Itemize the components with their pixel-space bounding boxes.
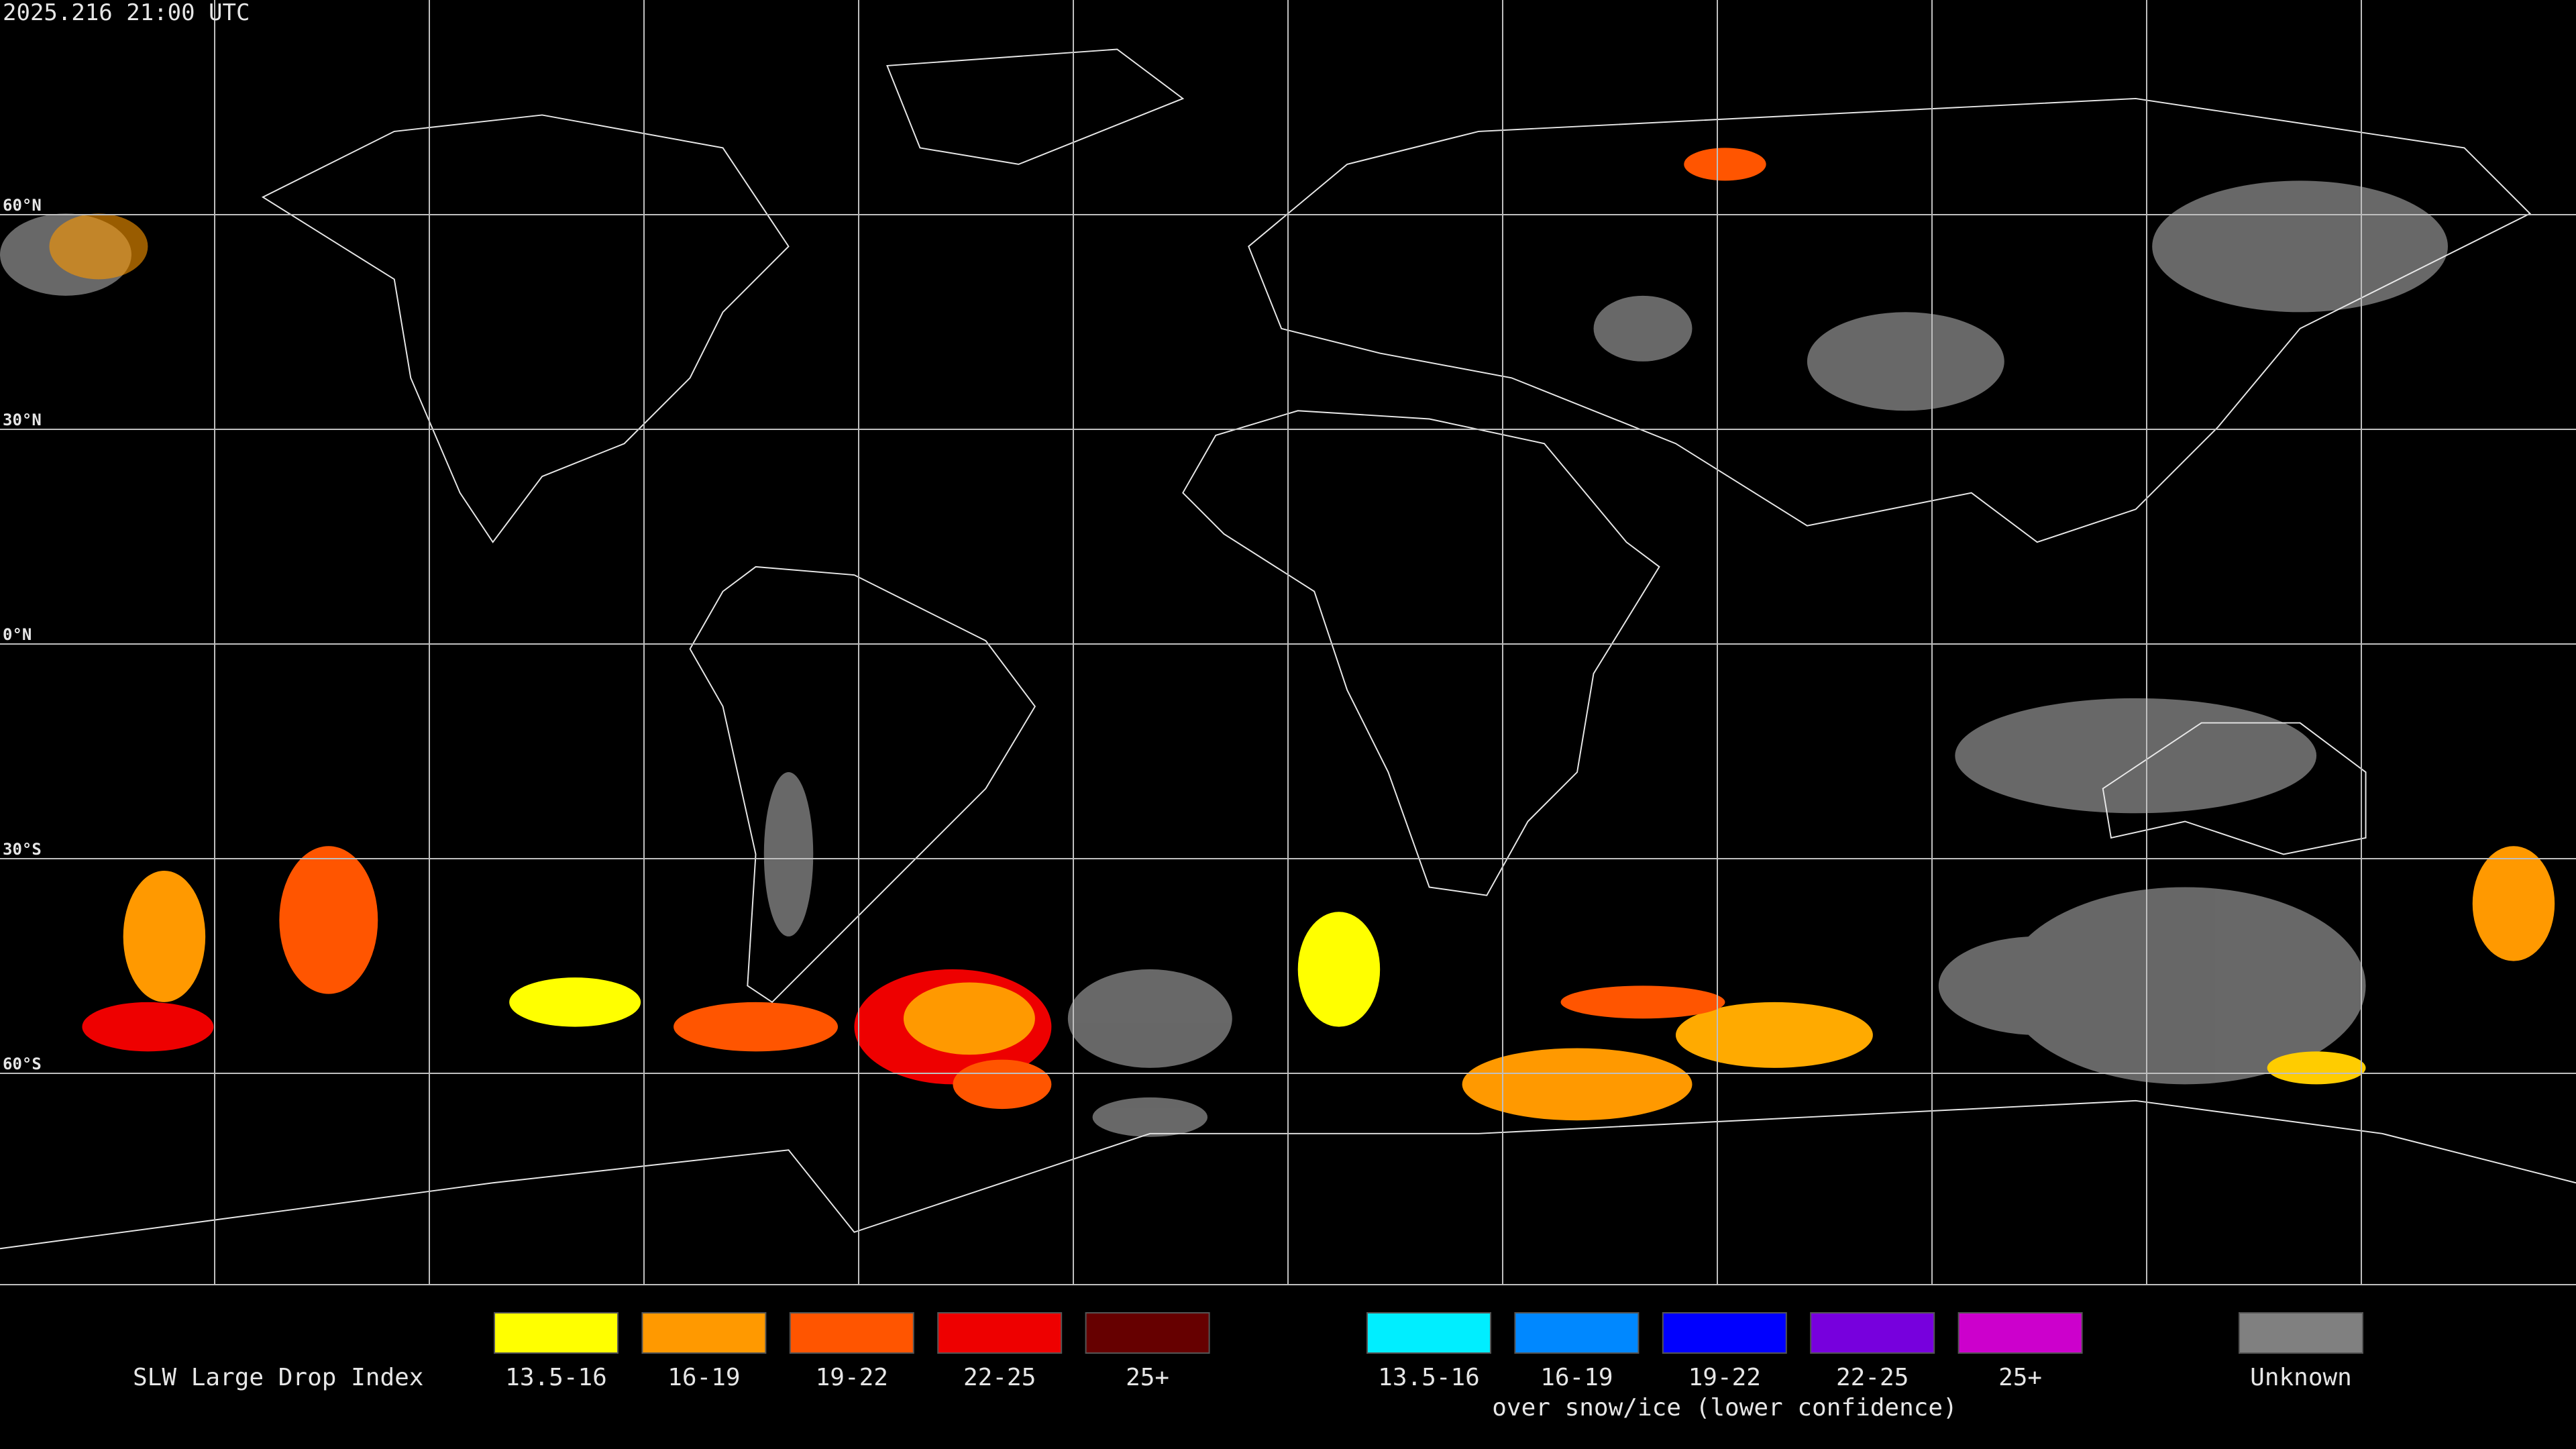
legend-swatch	[937, 1312, 1063, 1354]
legend-swatch	[1366, 1312, 1491, 1354]
legend-swatch	[1514, 1312, 1640, 1354]
legend-label: 16-19	[1540, 1364, 1613, 1391]
unknown-cloud	[0, 180, 2449, 1137]
coastlines	[0, 48, 2576, 1250]
large-drop-cloud	[49, 148, 2555, 1121]
legend-swatch	[641, 1312, 767, 1354]
legend-swatch	[1810, 1312, 1935, 1354]
latitude-label: 60°S	[3, 1055, 42, 1073]
legend-swatch	[1662, 1312, 1787, 1354]
legend-label: 13.5-16	[1378, 1364, 1480, 1391]
legend-title: SLW Large Drop Index	[133, 1364, 423, 1391]
legend-swatch	[1085, 1312, 1210, 1354]
latitude-label: 60°N	[3, 196, 42, 215]
legend-swatch	[2239, 1312, 2363, 1354]
legend-label: 19-22	[816, 1364, 888, 1391]
latitude-label: 0°N	[3, 625, 32, 644]
legend-note: over snow/ice (lower confidence)	[1492, 1394, 1957, 1421]
legend-label: 13.5-16	[505, 1364, 607, 1391]
legend-label: 22-25	[1836, 1364, 1909, 1391]
graticule	[0, 0, 2576, 1285]
legend-label: 19-22	[1688, 1364, 1761, 1391]
legend-swatch	[789, 1312, 914, 1354]
timestamp: 2025.216 21:00 UTC	[3, 0, 250, 26]
legend-swatch	[494, 1312, 619, 1354]
map-layer	[0, 48, 2576, 1250]
legend-label: 22-25	[963, 1364, 1036, 1391]
latitude-label: 30°N	[3, 411, 42, 429]
legend-label: 16-19	[667, 1364, 740, 1391]
legend-label: 25+	[1126, 1364, 1169, 1391]
latitude-label: 30°S	[3, 840, 42, 859]
legend-swatch	[1957, 1312, 2083, 1354]
legend-label: Unknown	[2250, 1364, 2352, 1391]
legend-label: 25+	[1998, 1364, 2042, 1391]
